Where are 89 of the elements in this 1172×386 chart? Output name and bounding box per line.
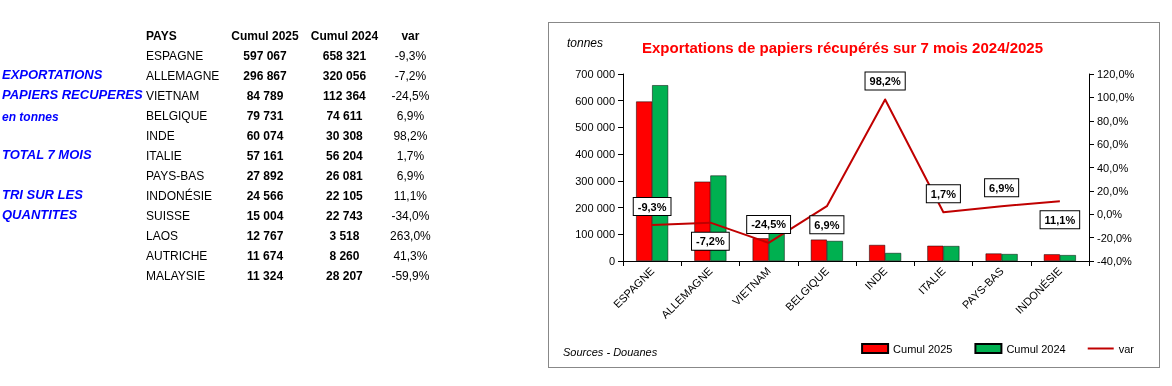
data-label: 112 364 [322,88,367,105]
data-label: 41,3% [392,248,429,265]
y-tick-label: 0 [608,255,615,267]
data-label: 22 105 [325,188,364,205]
text: en tonnes [2,110,59,124]
category-label: ESPAGNE [145,48,205,65]
text: PAYS [145,28,178,45]
text: TRI SUR LES [2,187,83,202]
y2-tick-label: 80,0% [1097,114,1129,127]
y-axis-title: tonnes [567,36,604,50]
y-tick-label: 700 000 [575,68,615,80]
category-label: MALAYSIE [145,268,207,285]
data-label: 11 324 [246,268,285,285]
category-label: BELGIQUE [145,108,209,125]
category-label: SUISSE [145,208,191,225]
data-label: 98,2% [869,74,901,87]
data-label: 320 056 [321,68,368,85]
y2-tick-label: -40,0% [1097,255,1133,267]
data-label: 6,9% [395,108,426,125]
data-label: -24,5% [751,218,787,231]
data-label: 98,2% [392,128,429,145]
data-label: 56 204 [325,148,364,165]
data-label: -7,2% [393,68,428,85]
category-label: INDONÉSIE [145,187,213,205]
y2-tick-label: -20,0% [1097,231,1133,244]
y2-tick-label: 40,0% [1097,161,1129,174]
y-tick-label: 500 000 [575,121,615,134]
y2-tick-label: 60,0% [1097,138,1129,151]
data-label: 8 260 [328,248,361,265]
data-label: 27 892 [245,168,285,185]
data-label: 6,9% [395,168,426,185]
data-label: 6,9% [989,181,1015,194]
data-label: -24,5% [390,88,431,105]
category-label: LAOS [145,228,179,245]
data-label: -59,9% [390,268,431,285]
data-label: 11 674 [246,248,285,265]
text: EXPORTATIONS [2,67,103,82]
y2-tick-label: 0,0% [1097,208,1123,221]
y-tick-label: 600 000 [575,94,615,107]
legend-label: Cumul 2025 [893,342,953,355]
data-label: -9,3% [393,48,428,65]
source-note: Sources - Douanes [563,345,658,358]
category-label: INDE [145,128,176,145]
data-label: 28 207 [325,268,364,285]
data-label: 12 767 [245,228,285,245]
data-label: 22 743 [325,208,364,225]
data-label: 26 081 [325,168,364,185]
y-tick-label: 200 000 [575,201,615,214]
data-label: 658 321 [321,48,368,65]
y-tick-label: 300 000 [575,174,615,187]
category-label: ALLEMAGNE [145,68,221,85]
legend-label: Cumul 2024 [1006,342,1066,355]
data-label: 74 611 [325,108,364,125]
data-label: 79 731 [245,108,285,125]
y-tick-label: 100 000 [575,228,615,241]
category-label: PAYS-BAS [145,168,206,185]
category-label: VIETNAM [146,89,200,103]
data-label: 84 789 [245,88,285,105]
legend-label: var [1118,342,1135,355]
category-label: ITALIE [145,148,183,165]
data-label: 57 161 [245,148,285,165]
data-label: 11,1% [392,188,428,205]
text: QUANTITES [2,207,78,222]
data-label: 296 867 [242,68,288,85]
y2-tick-label: 100,0% [1097,91,1135,104]
data-label: 60 074 [245,128,285,145]
data-label: 1,7% [930,187,957,200]
data-label: -7,2% [696,235,725,248]
data-label: 24 566 [245,188,285,205]
data-label: 6,9% [814,218,840,231]
data-label: -9,3% [637,200,667,213]
data-label: 30 308 [325,128,364,145]
data-label: -34,0% [390,208,431,225]
category-label: AUTRICHE [145,248,209,265]
text: var [400,28,421,45]
text: Cumul 2025 [230,28,300,45]
data-label: 3 518 [328,228,361,245]
data-label: 597 067 [242,48,288,65]
y-tick-label: 400 000 [575,148,615,161]
y2-tick-label: 120,0% [1097,68,1135,80]
data-label: 263,0% [389,228,432,245]
data-label: 11,1% [1044,213,1076,226]
y2-tick-label: 20,0% [1097,184,1129,197]
data-label: 1,7% [395,148,426,165]
text: Cumul 2024 [309,28,380,45]
data-label: 15 004 [245,208,285,225]
chart-title: Exportations de papiers récupérés sur 7 mois 2024/2025 [642,39,1044,56]
text: TOTAL 7 MOIS [2,147,92,162]
text: PAPIERS RECUPERES [2,87,143,102]
